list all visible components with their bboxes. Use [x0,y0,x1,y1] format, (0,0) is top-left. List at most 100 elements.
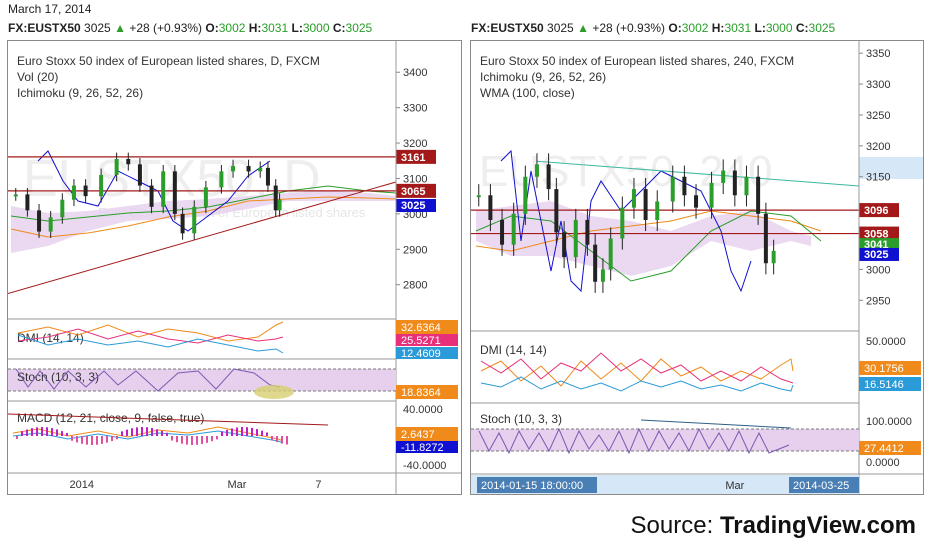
dmi-tag-2 [396,334,458,346]
indicator-ichimoku: Ichimoku (9, 26, 52, 26) [480,70,606,84]
level-tag [859,226,899,241]
candle-body [744,176,749,196]
macd-bar [196,436,198,445]
macd-trendline [7,413,329,426]
stoch-trendline [640,419,792,429]
macd-bar [186,436,188,445]
y-tick-label: 3200 [866,141,890,153]
candle-body [476,195,481,198]
candle-body [771,250,776,264]
macd-bar [171,436,173,441]
macd-bar [231,428,233,436]
cursor-time-tag [477,477,597,493]
y-tick-label: 3350 [866,48,890,60]
level-label: 3065 [401,186,425,198]
macd-bar [206,436,208,443]
x-tick-label: 2014 [69,479,93,491]
y-tick-label: 3300 [866,79,890,91]
trendline [7,181,397,295]
crosshair-highlight [859,157,923,179]
macd-bar [226,429,228,436]
stoch-tag [859,441,921,455]
y-tick-label: 3200 [403,138,427,150]
candle-body [682,176,687,196]
candle-body [500,219,505,245]
macd-bar [81,436,83,444]
ichimoku-lagging-line [475,210,822,282]
macd-bar [36,427,38,436]
svg-text:2.6437: 2.6437 [401,429,435,441]
macd-bar [31,428,33,436]
candle-body [546,164,551,190]
stoch-tag [396,385,458,399]
chart-title: Euro Stoxx 50 index of European listed s… [17,54,320,68]
change: +28 (+0.93%) [129,21,203,35]
candle-body [709,182,714,208]
watermark: EUSTX50, 240 [479,147,773,196]
macd-bar [111,436,113,442]
svg-text:27.4412: 27.4412 [864,443,904,455]
y-tick-label: 3150 [866,172,890,184]
macd-bar [146,427,148,436]
ichimoku-cloud [476,201,811,276]
candle-body [721,170,726,183]
candle-body [83,185,88,197]
y-tick-label: 3100 [403,173,427,185]
candle-body [511,213,516,245]
candle-body [732,170,737,196]
symbol: FX:EUSTX50 [471,21,544,35]
price-tag [859,247,899,261]
end-date: 2014-03-25 [793,480,849,492]
candle-body [48,217,53,232]
macd-bar [276,436,278,443]
change: +28 (+0.93%) [592,21,666,35]
macd-bar [151,427,153,436]
left-chart-svg[interactable]: EUSTX50, D Euro Stoxx 50 index of Europe… [7,41,461,494]
macd-bar [86,436,88,445]
candle-body [585,219,590,245]
left-chart-panel[interactable]: EUSTX50, D Euro Stoxx 50 index of Europe… [7,40,462,495]
svg-text:12.4609: 12.4609 [401,348,441,360]
left-quote-header: FX:EUSTX50 3025 ▲ +28 (+0.93%) O:3002 H:… [8,21,373,35]
ichimoku-conversion-line [500,149,752,293]
macd-bar [46,427,48,436]
macd-bar [26,429,28,436]
macd-bar [141,427,143,436]
right-chart-svg[interactable]: EUSTX50, 240 295030003050310031503200325… [471,41,923,494]
macd-bar [166,432,168,436]
x-tick-label: Mar [725,480,744,492]
macd-bar [126,429,128,436]
macd-bar [191,436,193,445]
stoch-band [471,429,859,451]
candle-body [523,176,528,214]
right-chart-panel[interactable]: EUSTX50, 240 295030003050310031503200325… [470,40,924,495]
candle-body [126,158,131,165]
dmi-adx-line [480,376,794,392]
macd-histogram [16,427,288,445]
y-tick-label: 3000 [866,264,890,276]
macd-bar [286,436,288,445]
level-label: 3096 [864,205,888,217]
dmi-minus-line [17,328,284,344]
candle-body [137,164,142,186]
macd-bar [91,436,93,445]
stoch-title: Stoch (10, 3, 3) [17,370,99,384]
candle-body [655,201,660,220]
candle-body [246,166,251,172]
macd-bar [66,432,68,436]
x-tick-label: Mar [227,479,246,491]
cursor-time: 2014-01-15 18:00:00 [481,480,583,492]
macd-bar [281,436,283,444]
svg-text:16.5146: 16.5146 [864,379,904,391]
source-credit: Source: TradingView.com [631,512,916,540]
svg-text:25.5271: 25.5271 [401,335,441,347]
macd-bar [61,431,63,436]
macd-bar [241,427,243,436]
dmi-tag-2 [859,377,921,391]
level-tag [396,183,436,198]
macd-bar [96,436,98,445]
candle-body [203,187,208,207]
candle-body [192,206,197,234]
candle-body [620,207,625,239]
up-arrow-icon: ▲ [577,21,589,35]
